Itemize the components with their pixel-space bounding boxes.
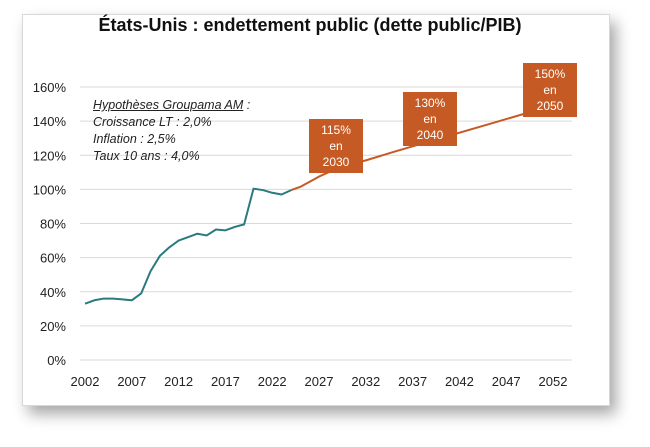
hypothesis-rate: Taux 10 ans : 4,0%	[93, 149, 200, 163]
hypothesis-growth: Croissance LT : 2,0%	[93, 115, 212, 129]
x-tick-label: 2052	[539, 374, 568, 389]
annotation-2050: 150% en 2050	[523, 63, 577, 117]
x-tick-label: 2032	[351, 374, 380, 389]
x-tick-label: 2012	[164, 374, 193, 389]
historical-debt-line	[84, 187, 292, 305]
x-tick-label: 2042	[445, 374, 474, 389]
x-tick-label: 2027	[305, 374, 334, 389]
hypotheses-colon: :	[243, 98, 251, 112]
x-tick-label: 2017	[211, 374, 240, 389]
x-tick-label: 2047	[492, 374, 521, 389]
y-tick-label: 20%	[40, 319, 66, 334]
x-tick-label: 2007	[117, 374, 146, 389]
y-tick-label: 140%	[33, 114, 67, 129]
x-tick-label: 2002	[71, 374, 100, 389]
x-tick-label: 2037	[398, 374, 427, 389]
y-tick-label: 80%	[40, 217, 66, 232]
chart-title: États-Unis : endettement public (dette p…	[98, 15, 522, 35]
y-tick-label: 60%	[40, 251, 66, 266]
y-tick-label: 120%	[33, 148, 67, 163]
y-tick-label: 40%	[40, 285, 66, 300]
y-tick-label: 0%	[47, 353, 66, 368]
hypotheses-title: Hypothèses Groupama AM	[93, 98, 244, 112]
annotation-2040: 130% en 2040	[403, 92, 457, 146]
y-tick-label: 100%	[33, 182, 67, 197]
x-tick-label: 2022	[258, 374, 287, 389]
y-tick-label: 160%	[33, 80, 67, 95]
hypotheses-box: Hypothèses Groupama AM : Croissance LT :…	[93, 97, 250, 165]
hypothesis-inflation: Inflation : 2,5%	[93, 132, 176, 146]
chart-frame	[22, 14, 610, 406]
annotation-2030: 115% en 2030	[309, 119, 363, 173]
